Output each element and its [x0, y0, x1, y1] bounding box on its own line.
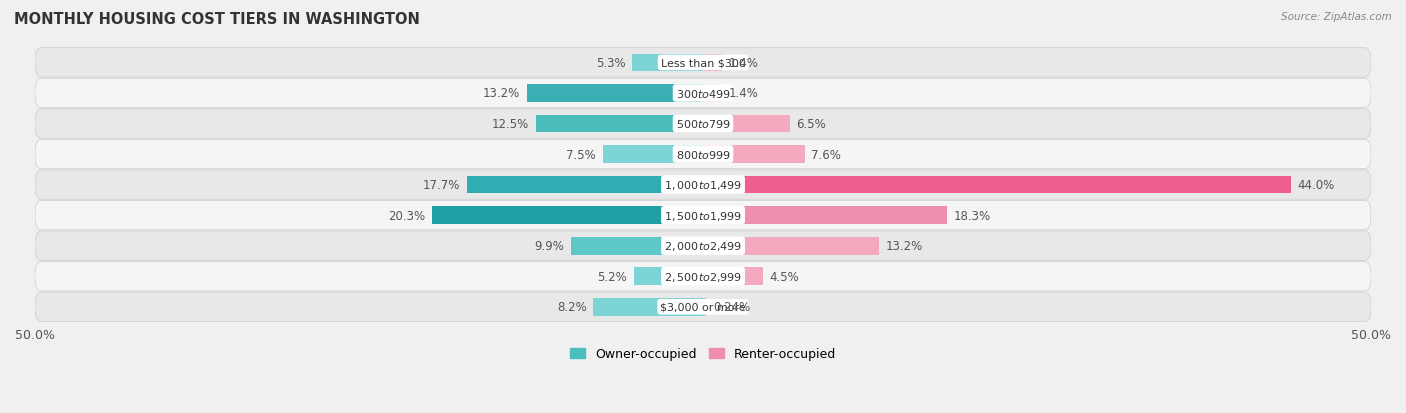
Text: $300 to $499: $300 to $499 [675, 88, 731, 100]
Text: MONTHLY HOUSING COST TIERS IN WASHINGTON: MONTHLY HOUSING COST TIERS IN WASHINGTON [14, 12, 420, 27]
Bar [703, 146, 804, 164]
Text: 5.2%: 5.2% [598, 270, 627, 283]
Text: 13.2%: 13.2% [886, 240, 924, 253]
Bar [703, 237, 879, 255]
Bar [467, 176, 703, 194]
Text: 4.5%: 4.5% [770, 270, 800, 283]
FancyBboxPatch shape [35, 171, 1371, 200]
FancyBboxPatch shape [35, 292, 1371, 322]
FancyBboxPatch shape [35, 231, 1371, 261]
Text: $1,000 to $1,499: $1,000 to $1,499 [664, 179, 742, 192]
FancyBboxPatch shape [35, 262, 1371, 291]
Text: $1,500 to $1,999: $1,500 to $1,999 [664, 209, 742, 222]
Bar [571, 237, 703, 255]
Text: 44.0%: 44.0% [1298, 179, 1334, 192]
Text: 20.3%: 20.3% [388, 209, 425, 222]
Bar [703, 268, 763, 285]
Bar [603, 146, 703, 164]
Bar [703, 55, 721, 72]
Text: $2,500 to $2,999: $2,500 to $2,999 [664, 270, 742, 283]
Bar [593, 298, 703, 316]
Text: Source: ZipAtlas.com: Source: ZipAtlas.com [1281, 12, 1392, 22]
FancyBboxPatch shape [35, 79, 1371, 108]
FancyBboxPatch shape [35, 109, 1371, 139]
Bar [633, 55, 703, 72]
Text: 17.7%: 17.7% [422, 179, 460, 192]
Bar [703, 115, 790, 133]
Bar [703, 85, 721, 102]
Text: $3,000 or more: $3,000 or more [661, 302, 745, 312]
FancyBboxPatch shape [35, 201, 1371, 230]
Text: 18.3%: 18.3% [955, 209, 991, 222]
Text: 1.4%: 1.4% [728, 57, 758, 70]
Bar [536, 115, 703, 133]
Legend: Owner-occupied, Renter-occupied: Owner-occupied, Renter-occupied [565, 342, 841, 366]
Text: 7.6%: 7.6% [811, 148, 841, 161]
Bar [634, 268, 703, 285]
Text: 8.2%: 8.2% [557, 301, 586, 313]
Bar [703, 298, 706, 316]
Text: $800 to $999: $800 to $999 [675, 149, 731, 161]
Text: 12.5%: 12.5% [492, 118, 529, 131]
Text: 13.2%: 13.2% [482, 87, 520, 100]
Bar [703, 176, 1291, 194]
FancyBboxPatch shape [35, 49, 1371, 78]
Bar [432, 207, 703, 224]
Bar [527, 85, 703, 102]
FancyBboxPatch shape [35, 140, 1371, 169]
Text: 0.24%: 0.24% [713, 301, 751, 313]
Text: $500 to $799: $500 to $799 [675, 118, 731, 130]
Text: $2,000 to $2,499: $2,000 to $2,499 [664, 240, 742, 253]
Text: 6.5%: 6.5% [797, 118, 827, 131]
Bar [703, 207, 948, 224]
Text: 9.9%: 9.9% [534, 240, 564, 253]
Text: 7.5%: 7.5% [567, 148, 596, 161]
Text: 1.4%: 1.4% [728, 87, 758, 100]
Text: 5.3%: 5.3% [596, 57, 626, 70]
Text: Less than $300: Less than $300 [661, 58, 745, 68]
